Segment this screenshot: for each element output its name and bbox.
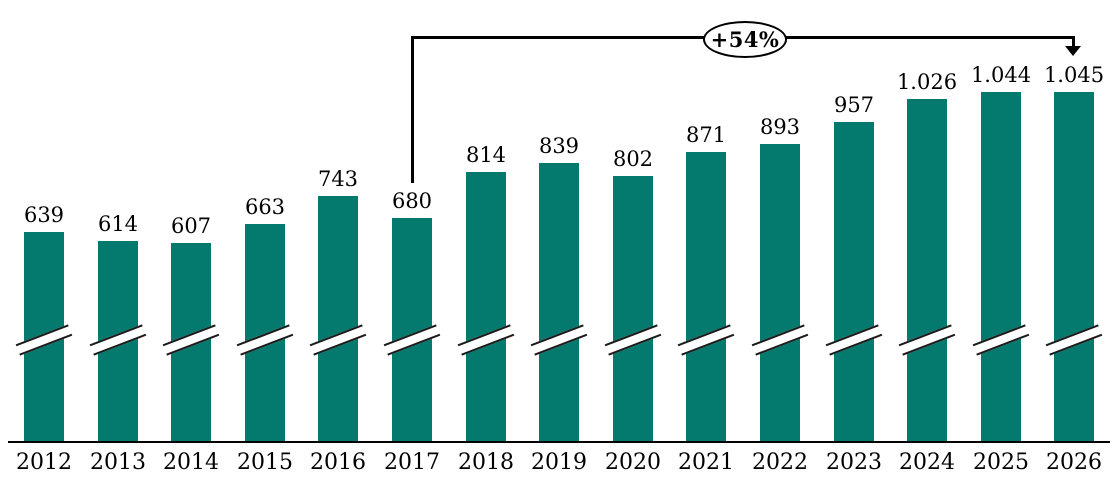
bar-value-label: 839 <box>538 134 580 158</box>
x-axis-label-2018: 2018 <box>458 450 514 475</box>
bar-2024 <box>907 99 947 441</box>
bar-value-label: 743 <box>317 167 359 191</box>
x-axis-label-2024: 2024 <box>899 450 955 475</box>
bar-2016 <box>318 196 358 441</box>
bar-value-label: 607 <box>170 214 212 238</box>
x-axis-label-2015: 2015 <box>237 450 293 475</box>
bar-2025 <box>981 92 1021 441</box>
bar-value-label: 957 <box>833 93 875 117</box>
x-axis-label-2021: 2021 <box>678 450 734 475</box>
bar-value-label: 814 <box>465 143 507 167</box>
bar-value-label: 1.044 <box>970 63 1032 87</box>
bar-value-label: 663 <box>244 195 286 219</box>
bar-value-label: 1.045 <box>1043 63 1105 87</box>
bar-value-label: 614 <box>97 212 139 236</box>
bar-2022 <box>760 144 800 441</box>
bar-2019 <box>539 163 579 441</box>
bar-value-label: 680 <box>391 189 433 213</box>
x-axis-label-2023: 2023 <box>826 450 882 475</box>
bar-2026 <box>1054 92 1094 441</box>
annotation-bracket-left-line <box>411 36 414 183</box>
x-axis-label-2013: 2013 <box>90 450 146 475</box>
bar-value-label: 893 <box>759 115 801 139</box>
x-axis-label-2026: 2026 <box>1046 450 1102 475</box>
growth-annotation-badge: +54% <box>703 21 787 58</box>
x-axis-label-2020: 2020 <box>605 450 661 475</box>
bar-value-label: 802 <box>612 147 654 171</box>
x-axis-label-2022: 2022 <box>752 450 808 475</box>
x-axis-label-2017: 2017 <box>384 450 440 475</box>
x-axis-label-2019: 2019 <box>531 450 587 475</box>
growth-annotation-label: +54% <box>710 27 780 52</box>
bar-2023 <box>834 122 874 441</box>
annotation-arrowhead-icon <box>1065 46 1081 56</box>
bar-2020 <box>613 176 653 441</box>
bar-value-label: 871 <box>685 123 727 147</box>
x-axis-label-2014: 2014 <box>163 450 219 475</box>
bar-2021 <box>686 152 726 441</box>
annotation-arrow-stem <box>1072 36 1075 47</box>
x-axis-label-2025: 2025 <box>973 450 1029 475</box>
x-axis-line <box>8 441 1110 443</box>
bar-value-label: 639 <box>23 203 65 227</box>
x-axis-label-2012: 2012 <box>16 450 72 475</box>
bar-2018 <box>466 172 506 441</box>
x-axis-label-2016: 2016 <box>310 450 366 475</box>
bar-value-label: 1.026 <box>896 70 958 94</box>
